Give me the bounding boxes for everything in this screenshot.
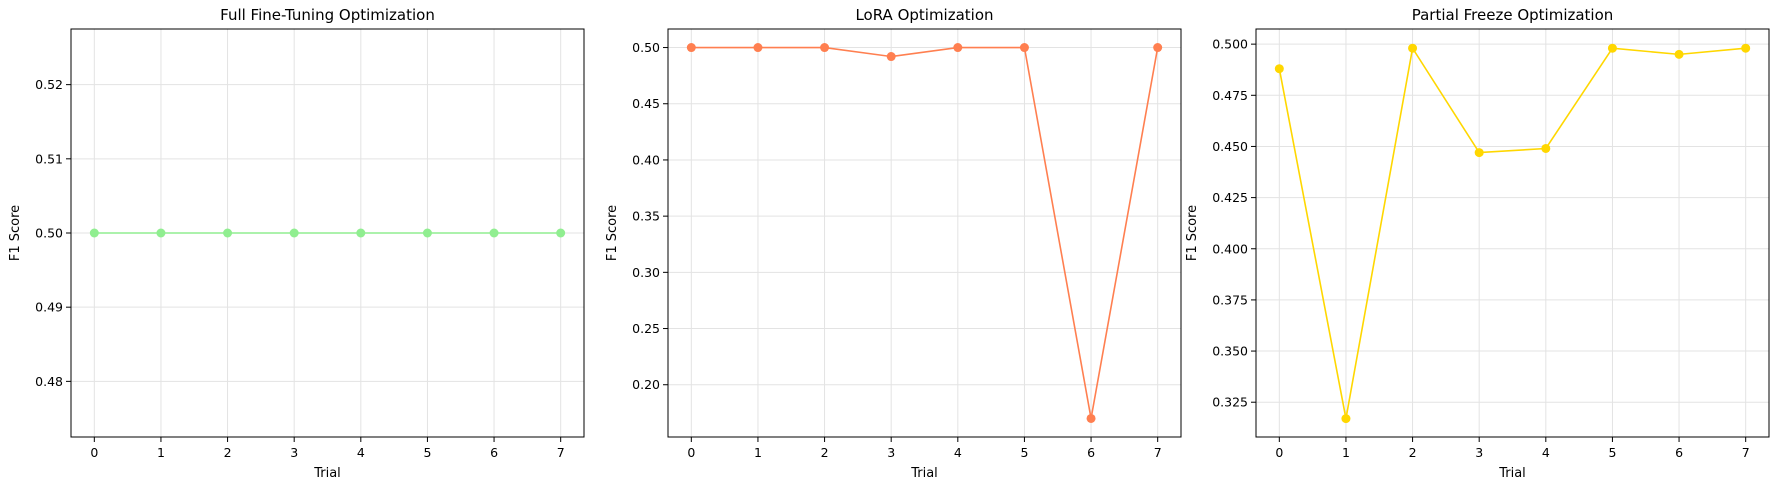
- y-axis-label: F1 Score: [1185, 205, 1200, 261]
- data-point: [1086, 413, 1096, 423]
- data-point: [1153, 43, 1163, 53]
- y-tick-label: 0.500: [1212, 37, 1248, 52]
- data-point: [1674, 49, 1684, 59]
- plot-frame: [1255, 28, 1770, 438]
- x-tick-label: 1: [754, 445, 762, 460]
- data-point: [422, 228, 432, 238]
- x-tick-label: 0: [1275, 445, 1283, 460]
- y-tick-label: 0.375: [1212, 292, 1248, 307]
- series-line: [1278, 46, 1746, 419]
- x-tick-label: 6: [490, 445, 498, 460]
- x-tick-label: 4: [954, 445, 962, 460]
- data-point: [1341, 414, 1351, 424]
- y-tick-label: 0.30: [632, 265, 660, 280]
- x-tick-label: 7: [1154, 445, 1162, 460]
- chart-title: Partial Freeze Optimization: [1412, 6, 1614, 24]
- x-tick-label: 3: [1475, 445, 1483, 460]
- y-tick-label: 0.425: [1212, 190, 1248, 205]
- x-axis-label: Trial: [910, 466, 938, 481]
- x-tick-label: 2: [821, 445, 829, 460]
- y-tick-label: 0.51: [35, 151, 63, 166]
- y-tick-label: 0.25: [632, 321, 660, 336]
- y-axis-label: F1 Score: [8, 205, 23, 261]
- y-tick-label: 0.49: [35, 300, 63, 315]
- subplot-1: 0 1 2 3 4 5 6 7 0.48 0.49 0.50 0.51 0.52 Full Fine-Tu…: [8, 6, 585, 481]
- x-axis-label: Trial: [1498, 466, 1526, 481]
- x-tick-label: 2: [1409, 445, 1417, 460]
- data-point: [1408, 43, 1418, 53]
- subplot-2: 0 1 2 3 4 5 6 7 0.20 0.25 0.30 0.35 0.40 0.45 0.50 LoRA…: [605, 6, 1182, 481]
- y-axis-label: F1 Score: [605, 205, 620, 261]
- data-point: [1607, 43, 1617, 53]
- data-point: [289, 228, 299, 238]
- y-tick-label: 0.325: [1212, 395, 1248, 410]
- gridlines: [668, 29, 1181, 437]
- plot-frame: [667, 28, 1182, 438]
- data-point: [753, 43, 763, 53]
- y-tick-label: 0.450: [1212, 139, 1248, 154]
- data-point: [953, 43, 963, 53]
- y-tick-label: 0.50: [35, 226, 63, 241]
- data-point: [156, 228, 166, 238]
- data-point: [89, 228, 99, 238]
- data-point: [489, 228, 499, 238]
- y-tick-label: 0.45: [632, 96, 660, 111]
- data-point: [356, 228, 366, 238]
- y-tick-label: 0.20: [632, 377, 660, 392]
- data-point: [556, 228, 566, 238]
- data-point: [1541, 143, 1551, 153]
- x-tick-label: 7: [557, 445, 565, 460]
- x-tick-label: 5: [423, 445, 431, 460]
- x-tick-label: 1: [157, 445, 165, 460]
- data-point: [1274, 64, 1284, 74]
- x-tick-label: 2: [224, 445, 232, 460]
- series-line: [691, 46, 1159, 419]
- y-tick-label: 0.400: [1212, 241, 1248, 256]
- y-tick-label: 0.50: [632, 40, 660, 55]
- x-tick-label: 7: [1742, 445, 1750, 460]
- x-tick-label: 1: [1342, 445, 1350, 460]
- x-tick-label: 4: [1542, 445, 1550, 460]
- subplot-3: 0 1 2 3 4 5 6 7 0.325 0.350 0.375 0.400 0.425 0.450 0.…: [1185, 6, 1770, 481]
- gridlines: [1256, 29, 1769, 437]
- x-tick-label: 6: [1675, 445, 1683, 460]
- y-tick-label: 0.48: [35, 374, 63, 389]
- x-tick-label: 6: [1087, 445, 1095, 460]
- data-point: [686, 43, 696, 53]
- x-tick-label: 4: [357, 445, 365, 460]
- data-point: [820, 43, 830, 53]
- data-point: [1019, 43, 1029, 53]
- y-tick-label: 0.40: [632, 152, 660, 167]
- data-point: [1741, 43, 1751, 53]
- y-tick-label: 0.52: [35, 77, 63, 92]
- x-tick-label: 5: [1608, 445, 1616, 460]
- y-tick-label: 0.475: [1212, 88, 1248, 103]
- data-point: [223, 228, 233, 238]
- x-tick-label: 0: [90, 445, 98, 460]
- x-axis-label: Trial: [313, 466, 341, 481]
- x-tick-label: 3: [887, 445, 895, 460]
- data-point: [1474, 148, 1484, 158]
- x-tick-label: 3: [290, 445, 298, 460]
- y-tick-label: 0.35: [632, 209, 660, 224]
- x-tick-label: 5: [1020, 445, 1028, 460]
- x-tick-label: 0: [687, 445, 695, 460]
- data-point: [886, 52, 896, 62]
- chart-title: Full Fine-Tuning Optimization: [220, 6, 435, 24]
- y-tick-label: 0.350: [1212, 344, 1248, 359]
- chart-title: LoRA Optimization: [855, 6, 993, 24]
